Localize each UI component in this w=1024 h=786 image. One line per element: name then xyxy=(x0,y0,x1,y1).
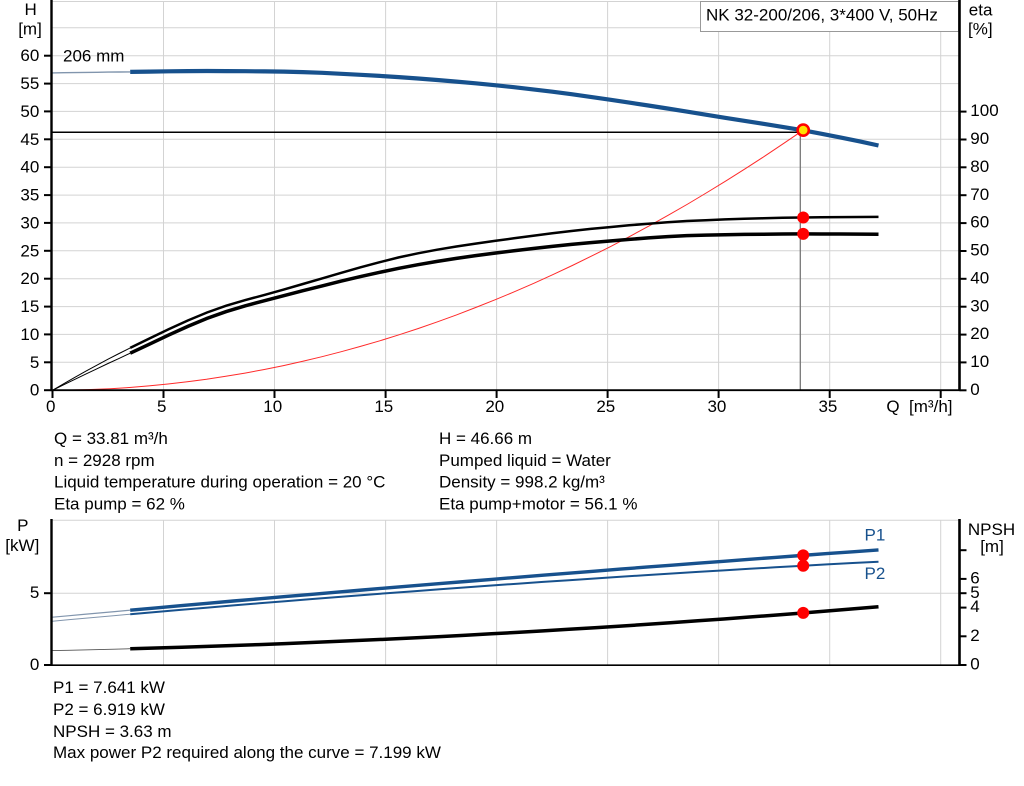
svg-text:P2: P2 xyxy=(865,564,886,583)
svg-text:206 mm: 206 mm xyxy=(63,47,124,66)
svg-text:Max power P2 required along th: Max power P2 required along the curve = … xyxy=(53,743,441,762)
svg-text:45: 45 xyxy=(20,130,39,149)
svg-text:P2 = 6.919 kW: P2 = 6.919 kW xyxy=(53,700,165,719)
svg-text:5: 5 xyxy=(30,353,39,372)
svg-text:4: 4 xyxy=(970,597,979,616)
svg-text:10: 10 xyxy=(20,325,39,344)
svg-text:0: 0 xyxy=(46,397,55,416)
svg-text:35: 35 xyxy=(20,186,39,205)
svg-text:Eta pump = 62 %: Eta pump = 62 % xyxy=(54,494,185,513)
svg-text:[kW]: [kW] xyxy=(5,536,39,555)
svg-text:0: 0 xyxy=(970,655,979,674)
svg-text:H = 46.66 m: H = 46.66 m xyxy=(439,429,532,448)
svg-text:40: 40 xyxy=(20,158,39,177)
svg-text:70: 70 xyxy=(970,185,989,204)
svg-text:25: 25 xyxy=(596,397,615,416)
svg-text:Q = 33.81 m³/h: Q = 33.81 m³/h xyxy=(54,429,168,448)
svg-text:5: 5 xyxy=(970,583,979,602)
svg-text:50: 50 xyxy=(20,102,39,121)
svg-text:P: P xyxy=(17,516,28,535)
svg-text:[m]: [m] xyxy=(980,537,1004,556)
svg-text:0: 0 xyxy=(30,381,39,400)
svg-text:20: 20 xyxy=(970,324,989,343)
svg-text:40: 40 xyxy=(970,268,989,287)
svg-text:P1 = 7.641 kW: P1 = 7.641 kW xyxy=(53,678,165,697)
svg-text:Liquid temperature during oper: Liquid temperature during operation = 20… xyxy=(54,473,385,492)
svg-text:0: 0 xyxy=(970,380,979,399)
svg-text:NPSH: NPSH xyxy=(968,520,1015,539)
svg-text:30: 30 xyxy=(20,213,39,232)
svg-text:Density = 998.2 kg/m³: Density = 998.2 kg/m³ xyxy=(439,473,605,492)
svg-text:P1: P1 xyxy=(865,526,886,545)
svg-text:NK 32-200/206, 3*400 V, 50Hz: NK 32-200/206, 3*400 V, 50Hz xyxy=(706,6,938,25)
svg-text:6: 6 xyxy=(970,569,979,588)
svg-text:10: 10 xyxy=(263,397,282,416)
svg-text:25: 25 xyxy=(20,241,39,260)
svg-text:20: 20 xyxy=(20,269,39,288)
svg-text:[m]: [m] xyxy=(18,20,42,39)
svg-text:80: 80 xyxy=(970,157,989,176)
svg-text:55: 55 xyxy=(20,74,39,93)
svg-text:2: 2 xyxy=(970,626,979,645)
svg-text:5: 5 xyxy=(30,583,39,602)
svg-text:n = 2928 rpm: n = 2928 rpm xyxy=(54,451,155,470)
svg-text:15: 15 xyxy=(374,397,393,416)
svg-text:10: 10 xyxy=(970,352,989,371)
svg-text:Eta pump+motor = 56.1 %: Eta pump+motor = 56.1 % xyxy=(439,494,637,513)
svg-text:15: 15 xyxy=(20,297,39,316)
svg-text:20: 20 xyxy=(485,397,504,416)
svg-text:Q [m³/h]: Q [m³/h] xyxy=(886,397,952,416)
svg-text:NPSH = 3.63 m: NPSH = 3.63 m xyxy=(53,722,172,741)
svg-text:90: 90 xyxy=(970,129,989,148)
svg-text:35: 35 xyxy=(818,397,837,416)
svg-text:[%]: [%] xyxy=(968,20,993,39)
svg-text:0: 0 xyxy=(30,655,39,674)
svg-text:60: 60 xyxy=(20,46,39,65)
svg-text:eta: eta xyxy=(969,1,993,20)
svg-text:60: 60 xyxy=(970,213,989,232)
svg-text:30: 30 xyxy=(707,397,726,416)
svg-text:50: 50 xyxy=(970,241,989,260)
svg-text:H: H xyxy=(24,0,36,19)
svg-text:Pumped liquid = Water: Pumped liquid = Water xyxy=(439,451,611,470)
svg-text:5: 5 xyxy=(157,397,166,416)
svg-text:30: 30 xyxy=(970,296,989,315)
svg-text:100: 100 xyxy=(970,101,998,120)
